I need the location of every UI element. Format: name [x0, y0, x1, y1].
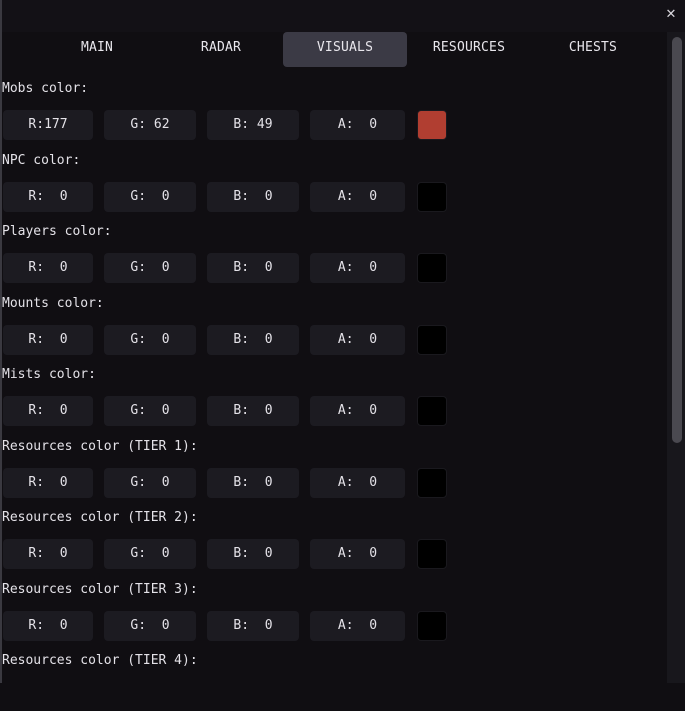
tab-main[interactable]: MAIN: [80, 40, 114, 55]
color-swatch[interactable]: [417, 110, 447, 140]
g-channel-input[interactable]: G: 0: [104, 539, 196, 569]
color-group-label: Resources color (TIER 1):: [2, 438, 198, 454]
b-channel-input[interactable]: B: 0: [207, 539, 299, 569]
color-swatch[interactable]: [417, 181, 447, 212]
color-swatch[interactable]: [417, 324, 447, 355]
color-group-label: Resources color (TIER 3):: [2, 581, 198, 597]
g-channel-input[interactable]: G: 0: [104, 396, 196, 426]
color-group: Mounts color: R: 0 G: 0 B: 0 A: 0: [0, 282, 667, 355]
color-group: Mobs color: R:177 G: 62 B: 49 A: 0: [0, 67, 667, 140]
b-channel-input[interactable]: B: 49: [207, 110, 299, 140]
visuals-panel: Mobs color: R:177 G: 62 B: 49 A: 0 NPC color:…: [0, 67, 667, 711]
a-channel-input[interactable]: A: 0: [310, 396, 405, 426]
a-channel-input[interactable]: A: 0: [310, 610, 405, 641]
g-channel-input[interactable]: G: 0: [104, 610, 196, 641]
color-group: Players color: R: 0 G: 0 B: 0 A: 0: [0, 210, 667, 283]
a-channel-input[interactable]: A: 0: [310, 467, 405, 498]
g-channel-input[interactable]: G: 0: [104, 324, 196, 355]
b-channel-input[interactable]: B: 0: [207, 181, 299, 212]
tab-visuals[interactable]: VISUALS: [283, 32, 407, 67]
color-swatch[interactable]: [417, 253, 447, 283]
g-channel-input[interactable]: G: 0: [104, 181, 196, 212]
b-channel-input[interactable]: B: 0: [207, 324, 299, 355]
b-channel-input[interactable]: B: 0: [207, 396, 299, 426]
g-channel-input[interactable]: G: 0: [104, 467, 196, 498]
r-channel-input[interactable]: R: 0: [3, 253, 93, 283]
color-group-label: Resources color (TIER 4):: [2, 653, 198, 668]
color-group: Resources color (TIER 4):: [0, 639, 667, 711]
b-channel-input[interactable]: B: 0: [207, 610, 299, 641]
color-group-label: NPC color:: [2, 152, 81, 168]
tab-radar[interactable]: RADAR: [200, 40, 242, 55]
b-channel-input[interactable]: B: 0: [207, 253, 299, 283]
b-channel-input[interactable]: B: 0: [207, 467, 299, 498]
g-channel-input[interactable]: G: 0: [104, 253, 196, 283]
g-channel-input[interactable]: G: 62: [104, 110, 196, 140]
a-channel-input[interactable]: A: 0: [310, 539, 405, 569]
a-channel-input[interactable]: A: 0: [310, 253, 405, 283]
color-swatch[interactable]: [417, 467, 447, 498]
color-group: Resources color (TIER 3): R: 0 G: 0 B: 0 A: …: [0, 568, 667, 641]
r-channel-input[interactable]: R: 0: [3, 181, 93, 212]
color-group-label: Mobs color:: [2, 81, 89, 96]
color-group: Resources color (TIER 2): R: 0 G: 0 B: 0 A: …: [0, 496, 667, 569]
window-border: [0, 0, 2, 683]
a-channel-input[interactable]: A: 0: [310, 324, 405, 355]
color-group-label: Players color:: [2, 224, 112, 239]
color-group: Resources color (TIER 1): R: 0 G: 0 B: 0 A: …: [0, 425, 667, 498]
r-channel-input[interactable]: R: 0: [3, 610, 93, 641]
r-channel-input[interactable]: R: 0: [3, 467, 93, 498]
color-swatch[interactable]: [417, 539, 447, 569]
close-icon[interactable]: ✕: [666, 3, 676, 22]
a-channel-input[interactable]: A: 0: [310, 110, 405, 140]
a-channel-input[interactable]: A: 0: [310, 181, 405, 212]
r-channel-input[interactable]: R: 0: [3, 396, 93, 426]
title-bar: [0, 0, 685, 32]
r-channel-input[interactable]: R: 0: [3, 324, 93, 355]
color-group-label: Resources color (TIER 2):: [2, 510, 198, 525]
scrollbar-thumb[interactable]: [672, 37, 682, 443]
color-swatch[interactable]: [417, 396, 447, 426]
color-group-label: Mounts color:: [2, 295, 104, 311]
r-channel-input[interactable]: R:177: [3, 110, 93, 140]
color-group: NPC color: R: 0 G: 0 B: 0 A: 0: [0, 139, 667, 212]
tab-chests[interactable]: CHESTS: [568, 40, 618, 55]
tab-resources[interactable]: RESOURCES: [432, 40, 506, 55]
tab-bar: MAIN RADAR VISUALS RESOURCES CHESTS: [35, 32, 655, 67]
r-channel-input[interactable]: R: 0: [3, 539, 93, 569]
color-group-label: Mists color:: [2, 367, 96, 382]
scrollbar[interactable]: [667, 32, 685, 683]
color-group: Mists color: R: 0 G: 0 B: 0 A: 0: [0, 353, 667, 426]
color-swatch[interactable]: [417, 610, 447, 641]
